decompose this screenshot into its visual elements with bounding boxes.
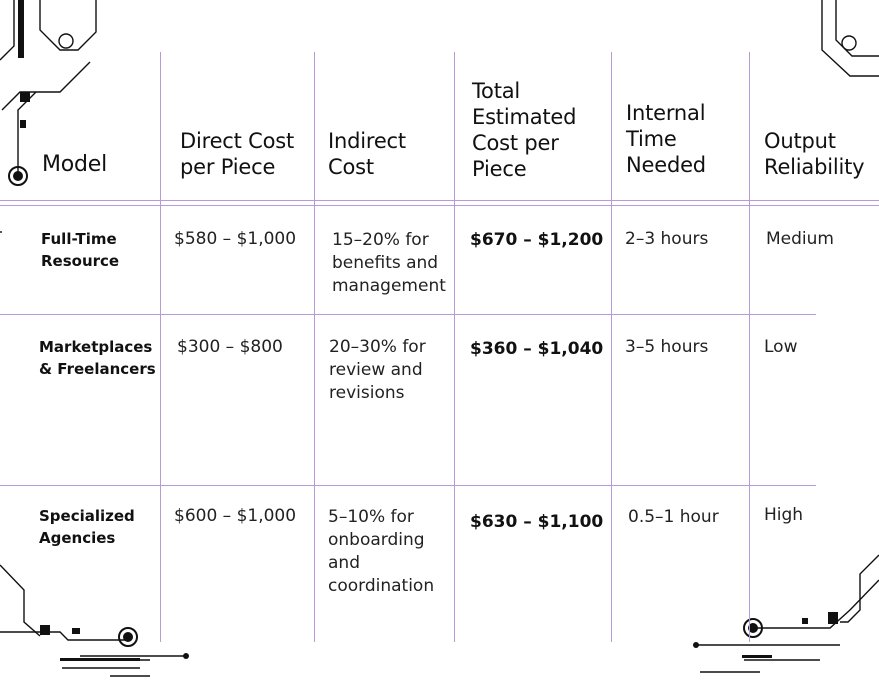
header-internal-time: Internal Time Needed	[626, 98, 736, 178]
row-label-specialized-agencies: Specialized Agencies	[39, 507, 135, 547]
cell-indirect-cost: 20–30% for review and revisions	[329, 337, 426, 403]
cell-output-reliability: Low	[764, 337, 798, 357]
cell-direct-cost: $300 – $800	[177, 337, 283, 357]
header-model: Model	[42, 152, 108, 177]
cell-indirect-cost: 15–20% for benefits and management	[332, 230, 446, 296]
header-indirect-cost: Indirect Cost	[328, 116, 448, 180]
header-divider	[0, 200, 879, 201]
cell-direct-cost: $600 – $1,000	[174, 506, 297, 526]
cell-internal-time: 2–3 hours	[625, 229, 709, 249]
cell-output-reliability: Medium	[766, 229, 834, 249]
cell-total-cost: $630 – $1,100	[470, 512, 604, 532]
row-label-marketplaces-freelancers: Marketplaces & Freelancers	[39, 338, 156, 378]
header-divider	[0, 205, 879, 206]
grid-line	[160, 52, 161, 642]
header-total-cost-text: Total Estimated Cost per Piece	[472, 79, 577, 181]
header-output-reliability-text: Output Reliability	[764, 129, 865, 179]
grid-line	[749, 52, 750, 642]
row-divider	[0, 485, 816, 486]
header-direct-cost: Direct Cost per Piece	[180, 98, 310, 180]
cell-direct-cost: $580 – $1,000	[174, 229, 297, 249]
cell-total-cost: $670 – $1,200	[470, 230, 604, 250]
header-indirect-cost-text: Indirect Cost	[328, 129, 406, 179]
header-internal-time-text: Internal Time Needed	[626, 101, 706, 177]
cell-output-reliability: High	[764, 505, 804, 525]
grid-line	[314, 52, 315, 642]
header-total-cost: Total Estimated Cost per Piece	[472, 76, 602, 182]
header-direct-cost-text: Direct Cost per Piece	[180, 129, 295, 179]
header-output-reliability: Output Reliability	[764, 126, 876, 180]
cell-total-cost: $360 – $1,040	[470, 339, 604, 359]
cell-internal-time: 0.5–1 hour	[628, 507, 719, 527]
row-divider	[0, 314, 816, 315]
row-label-full-time-resource: Full-Time Resource	[41, 230, 120, 270]
cell-indirect-cost: 5–10% for onboarding and coordination	[328, 507, 435, 596]
grid-line	[611, 52, 612, 642]
cell-internal-time: 3–5 hours	[625, 337, 709, 357]
grid-line	[454, 52, 455, 642]
